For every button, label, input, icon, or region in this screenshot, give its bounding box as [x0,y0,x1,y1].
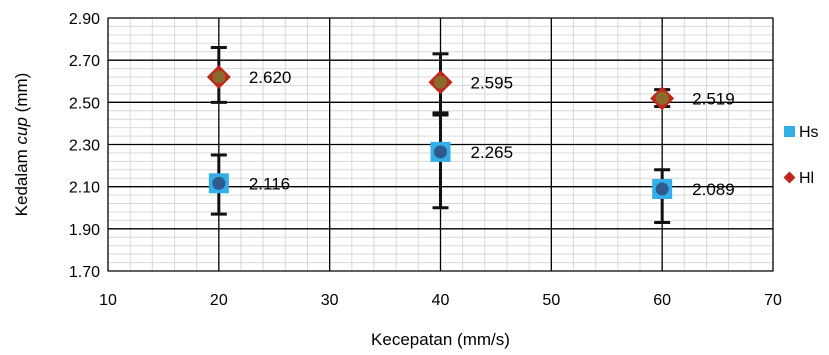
data-label-hs: 2.116 [249,174,290,193]
legend: Hs Hl [783,124,819,187]
y-tick-label: 1.70 [69,264,100,281]
mean-dot-hs [655,182,669,196]
y-axis-title-italic: cup [12,117,31,144]
x-tick-label: 60 [653,292,671,309]
legend-marker-hl [783,171,796,184]
legend-marker-hs [784,126,795,137]
legend-label-hl: Hl [799,170,814,187]
data-label-hs: 2.265 [471,143,514,162]
mean-dot-hs [434,145,447,159]
y-tick-label: 2.50 [69,95,100,112]
y-tick-label: 2.70 [69,53,100,70]
data-label-hs: 2.089 [692,180,735,199]
x-tick-label: 70 [764,292,782,309]
y-tick-label: 2.10 [69,180,100,197]
x-tick-label: 30 [321,292,339,309]
y-tick-label: 2.30 [69,138,100,155]
mean-dot-hl [655,91,669,105]
x-tick-label: 20 [210,292,228,309]
x-tick-label: 10 [99,292,117,309]
data-label-hl: 2.620 [249,68,292,87]
y-axis-title-suffix: (mm) [12,73,31,117]
x-tick-label: 50 [542,292,560,309]
x-tick-labels: 10 20 30 40 50 60 70 [99,292,782,309]
data-label-hl: 2.595 [471,73,514,92]
y-axis-title: Kedalam cup (mm) [12,73,31,217]
x-tick-label: 40 [432,292,450,309]
data-labels: 2.116 2.265 2.089 2.620 2.595 2.519 [249,68,735,199]
mean-dot-hs [212,176,226,190]
x-axis-title: Kecepatan (mm/s) [371,330,510,349]
markers [206,65,675,199]
mean-dot-hl [434,75,447,89]
legend-label-hs: Hs [799,124,819,141]
data-label-hl: 2.519 [692,89,735,108]
y-tick-labels: 1.70 1.90 2.10 2.30 2.50 2.70 2.90 [69,11,100,281]
y-axis-title-prefix: Kedalam [12,144,31,216]
plot-frame [107,17,774,272]
y-tick-label: 1.90 [69,222,100,239]
y-tick-label: 2.90 [69,11,100,28]
mean-dot-hl [212,70,226,84]
